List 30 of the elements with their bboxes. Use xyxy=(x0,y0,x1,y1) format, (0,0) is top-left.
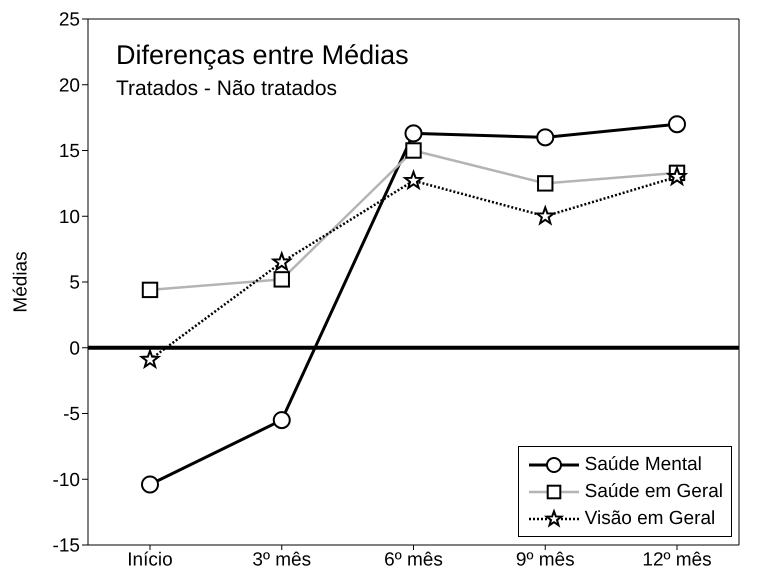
x-tick-label: Início xyxy=(127,549,173,570)
point xyxy=(272,411,291,430)
x-tick-label: 6º mês xyxy=(384,549,443,570)
x-tick-label: 12º mês xyxy=(642,549,712,570)
text: Diferenças entre Médias xyxy=(116,40,409,71)
point xyxy=(668,167,686,185)
text: Tratados - Não tratados xyxy=(116,77,338,101)
y-tick-label: -5 xyxy=(63,404,80,426)
y-tick-label: -10 xyxy=(52,470,80,491)
legend-label: Saúde em Geral xyxy=(584,480,723,502)
y-axis-title: Médias xyxy=(10,251,32,313)
point xyxy=(404,124,422,142)
y-tick-label: 25 xyxy=(58,10,80,31)
y-tick-label: -15 xyxy=(52,536,80,557)
point xyxy=(668,115,686,134)
point xyxy=(536,206,555,224)
y-tick-label: 20 xyxy=(58,75,80,96)
point xyxy=(140,350,160,368)
legend-label: Saúde Mental xyxy=(584,454,702,476)
point xyxy=(404,170,423,189)
point xyxy=(141,476,159,494)
y-tick-label: 5 xyxy=(69,272,80,294)
x-tick-label: 3º mês xyxy=(252,549,312,570)
point xyxy=(536,128,554,146)
x-tick-label: 9º mês xyxy=(516,549,575,570)
y-tick-label: 0 xyxy=(69,338,80,360)
y-tick-label: 15 xyxy=(58,141,80,162)
legend-label: Visão em Geral xyxy=(584,508,716,530)
y-tick-label: 10 xyxy=(58,206,80,228)
point xyxy=(272,252,292,270)
